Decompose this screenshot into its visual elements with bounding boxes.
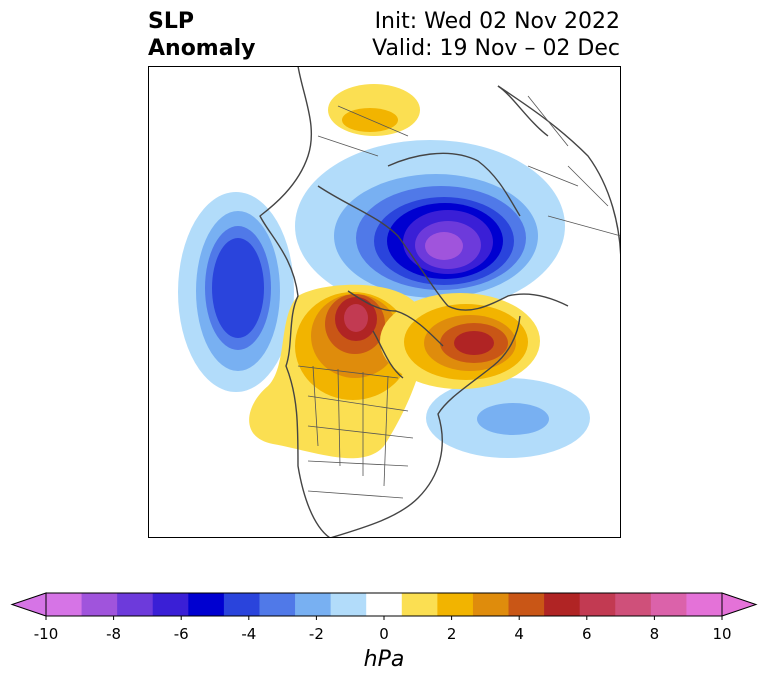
title-anomaly: Anomaly (148, 36, 256, 61)
valid-range: Valid: 19 Nov – 02 Dec (372, 36, 620, 61)
colorbar-tick-label: 0 (379, 625, 389, 643)
anomaly-map (148, 66, 621, 538)
colorbar-cell (579, 593, 616, 616)
title-right: Init: Wed 02 Nov 2022 Valid: 19 Nov – 02… (372, 8, 620, 62)
colorbar-tick-label: 10 (712, 625, 731, 643)
colorbar-cell (401, 593, 438, 616)
colorbar-tick-label: -10 (34, 625, 59, 643)
coastlines (259, 66, 621, 538)
colorbar-tick-label: 6 (582, 625, 592, 643)
colorbar-tick-label: 8 (650, 625, 660, 643)
left-edge-gap (148, 286, 152, 316)
title-variable: SLP (148, 9, 194, 34)
colorbar-cell (686, 593, 723, 616)
colorbar-unit: hPa (364, 647, 405, 672)
colorbar-tick-label: 2 (447, 625, 457, 643)
canada-high (249, 284, 426, 459)
north-atlantic-high (380, 293, 540, 389)
colorbar-cell (117, 593, 154, 616)
colorbar-cell (615, 593, 652, 616)
colorbar-cell (152, 593, 189, 616)
colorbar-ticks: -10 -8 -6 -4 -2 0 2 4 6 8 10 (34, 616, 732, 643)
colorbar-cell (650, 593, 687, 616)
colorbar-extend-low (10, 592, 47, 617)
atlantic-low (426, 378, 590, 458)
colorbar-cell (544, 593, 581, 616)
colorbar-cell (330, 593, 367, 616)
colorbar-cell (223, 593, 260, 616)
colorbar-tick-label: 4 (514, 625, 524, 643)
colorbar-cell (81, 593, 118, 616)
colorbar-tick-label: -6 (174, 625, 189, 643)
north-pacific-low (178, 192, 294, 392)
colorbar-cells (10, 592, 758, 617)
colorbar-cell (472, 593, 510, 616)
colorbar-cell (508, 593, 545, 616)
colorbar-tick-label: -8 (106, 625, 121, 643)
colorbar-cell (46, 593, 83, 616)
colorbar-extend-high (721, 592, 758, 617)
title-left: SLP Anomaly (148, 8, 255, 62)
colorbar-tick-label: -2 (309, 625, 324, 643)
map-frame (148, 66, 621, 538)
init-date: Init: Wed 02 Nov 2022 (374, 9, 620, 34)
colorbar-cell (437, 593, 474, 616)
colorbar-cell (366, 593, 403, 616)
colorbar: -10 -8 -6 -4 -2 0 2 4 6 8 10 hPa (10, 592, 758, 672)
arctic-low (295, 140, 565, 312)
colorbar-cell (188, 593, 225, 616)
ural-high (328, 84, 420, 136)
colorbar-cell (295, 593, 332, 616)
colorbar-tick-label: -4 (241, 625, 256, 643)
country-borders (297, 95, 621, 499)
colorbar-cell (259, 593, 296, 616)
